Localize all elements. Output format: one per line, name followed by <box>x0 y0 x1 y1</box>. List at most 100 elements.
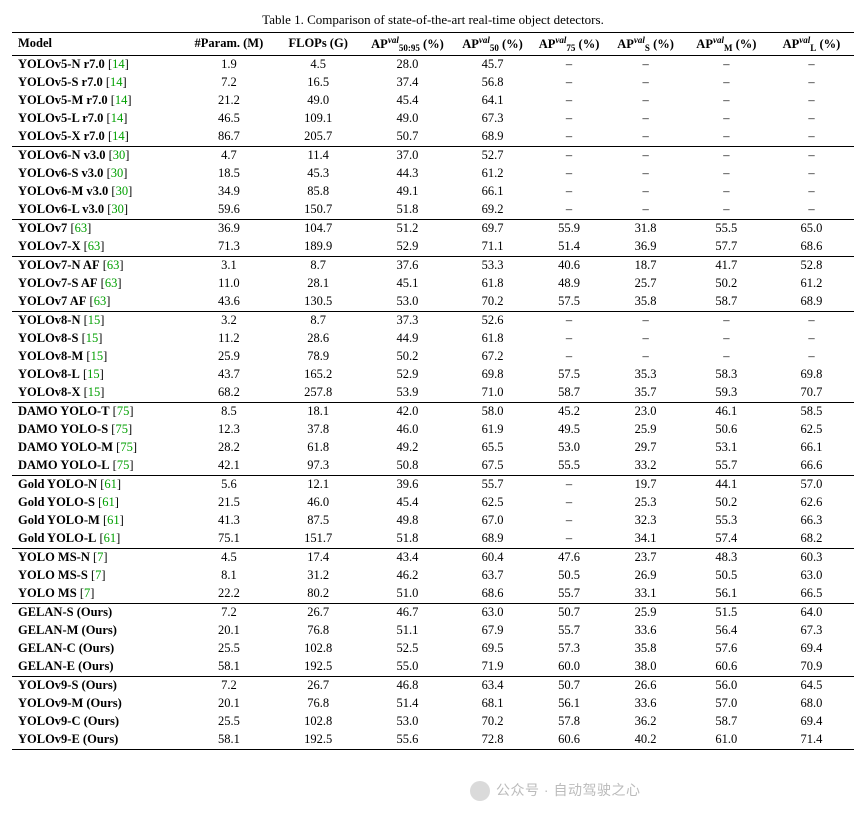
citation-ref[interactable]: 75 <box>120 440 133 454</box>
table-row: GELAN-S (Ours)7.226.746.763.050.725.951.… <box>12 603 854 622</box>
value-cell: 58.1 <box>182 731 276 750</box>
model-cell: YOLOv9-C (Ours) <box>12 713 182 731</box>
value-cell: 56.1 <box>684 585 769 604</box>
model-cell: YOLOv9-M (Ours) <box>12 695 182 713</box>
citation-ref[interactable]: 15 <box>91 349 104 363</box>
citation-ref[interactable]: 75 <box>115 422 128 436</box>
value-cell: 40.6 <box>531 256 608 275</box>
citation-ref[interactable]: 30 <box>116 184 129 198</box>
model-cell: YOLO MS [7] <box>12 585 182 604</box>
value-cell: – <box>531 128 608 147</box>
value-cell: 104.7 <box>276 219 361 238</box>
table-row: YOLOv6-M v3.0 [30]34.985.849.166.1–––– <box>12 183 854 201</box>
citation-ref[interactable]: 63 <box>105 276 118 290</box>
value-cell: 192.5 <box>276 658 361 677</box>
citation-ref[interactable]: 15 <box>88 385 101 399</box>
citation-ref[interactable]: 14 <box>111 111 124 125</box>
table-caption: Table 1. Comparison of state-of-the-art … <box>12 12 854 28</box>
citation-ref[interactable]: 63 <box>88 239 101 253</box>
table-row: GELAN-C (Ours)25.5102.852.569.557.335.85… <box>12 640 854 658</box>
value-cell: 11.4 <box>276 146 361 165</box>
model-cell: YOLOv5-M r7.0 [14] <box>12 92 182 110</box>
model-cell: Gold YOLO-M [61] <box>12 512 182 530</box>
value-cell: 69.7 <box>454 219 531 238</box>
value-cell: 51.5 <box>684 603 769 622</box>
citation-ref[interactable]: 14 <box>112 129 125 143</box>
value-cell: 71.1 <box>454 238 531 257</box>
table-row: YOLOv7-S AF [63]11.028.145.161.848.925.7… <box>12 275 854 293</box>
citation-ref[interactable]: 14 <box>112 57 125 71</box>
detector-comparison-table: Model#Param. (M)FLOPs (G)APval50:95 (%)A… <box>12 32 854 750</box>
value-cell: 50.7 <box>361 128 455 147</box>
table-row: YOLOv5-X r7.0 [14]86.7205.750.768.9–––– <box>12 128 854 147</box>
value-cell: 25.9 <box>607 421 684 439</box>
value-cell: 46.8 <box>361 676 455 695</box>
value-cell: 37.6 <box>361 256 455 275</box>
citation-ref[interactable]: 30 <box>113 148 126 162</box>
value-cell: 64.1 <box>454 92 531 110</box>
value-cell: – <box>769 201 854 220</box>
model-cell: YOLOv7-N AF [63] <box>12 256 182 275</box>
citation-ref[interactable]: 14 <box>110 75 123 89</box>
table-row: YOLOv6-N v3.0 [30]4.711.437.052.7–––– <box>12 146 854 165</box>
table-row: DAMO YOLO-L [75]42.197.350.867.555.533.2… <box>12 457 854 476</box>
citation-ref[interactable]: 7 <box>95 568 101 582</box>
value-cell: – <box>684 128 769 147</box>
value-cell: 50.2 <box>684 494 769 512</box>
value-cell: 62.5 <box>454 494 531 512</box>
citation-ref[interactable]: 30 <box>111 166 124 180</box>
value-cell: 35.8 <box>607 640 684 658</box>
value-cell: 57.6 <box>684 640 769 658</box>
value-cell: 37.3 <box>361 311 455 330</box>
citation-ref[interactable]: 61 <box>104 477 117 491</box>
value-cell: 57.7 <box>684 238 769 257</box>
model-cell: YOLOv5-L r7.0 [14] <box>12 110 182 128</box>
citation-ref[interactable]: 14 <box>115 93 128 107</box>
citation-ref[interactable]: 63 <box>107 258 120 272</box>
citation-ref[interactable]: 63 <box>94 294 107 308</box>
value-cell: 75.1 <box>182 530 276 549</box>
citation-ref[interactable]: 63 <box>75 221 88 235</box>
value-cell: 17.4 <box>276 548 361 567</box>
value-cell: 62.6 <box>769 494 854 512</box>
value-cell: 150.7 <box>276 201 361 220</box>
table-row: YOLOv8-L [15]43.7165.252.969.857.535.358… <box>12 366 854 384</box>
citation-ref[interactable]: 30 <box>111 202 124 216</box>
value-cell: – <box>531 201 608 220</box>
value-cell: – <box>769 92 854 110</box>
citation-ref[interactable]: 15 <box>86 331 99 345</box>
value-cell: 49.1 <box>361 183 455 201</box>
value-cell: 72.8 <box>454 731 531 750</box>
column-header: Model <box>12 33 182 56</box>
value-cell: 189.9 <box>276 238 361 257</box>
value-cell: 8.5 <box>182 402 276 421</box>
value-cell: – <box>531 530 608 549</box>
value-cell: 58.5 <box>769 402 854 421</box>
citation-ref[interactable]: 7 <box>97 550 103 564</box>
value-cell: 4.5 <box>276 55 361 74</box>
citation-ref[interactable]: 61 <box>102 495 115 509</box>
citation-ref[interactable]: 75 <box>117 458 130 472</box>
value-cell: 67.0 <box>454 512 531 530</box>
value-cell: 69.8 <box>454 366 531 384</box>
value-cell: – <box>531 146 608 165</box>
table-row: Gold YOLO-N [61]5.612.139.655.7–19.744.1… <box>12 475 854 494</box>
value-cell: 23.7 <box>607 548 684 567</box>
value-cell: 55.0 <box>361 658 455 677</box>
citation-ref[interactable]: 75 <box>117 404 130 418</box>
citation-ref[interactable]: 61 <box>107 513 120 527</box>
citation-ref[interactable]: 15 <box>88 313 101 327</box>
value-cell: – <box>607 92 684 110</box>
table-row: YOLOv9-C (Ours)25.5102.853.070.257.836.2… <box>12 713 854 731</box>
value-cell: 68.9 <box>454 530 531 549</box>
table-row: YOLOv9-M (Ours)20.176.851.468.156.133.65… <box>12 695 854 713</box>
value-cell: 66.1 <box>769 439 854 457</box>
citation-ref[interactable]: 61 <box>104 531 117 545</box>
table-row: YOLOv6-L v3.0 [30]59.6150.751.869.2–––– <box>12 201 854 220</box>
citation-ref[interactable]: 7 <box>84 586 90 600</box>
value-cell: 50.2 <box>684 275 769 293</box>
value-cell: 19.7 <box>607 475 684 494</box>
value-cell: 46.2 <box>361 567 455 585</box>
citation-ref[interactable]: 15 <box>87 367 100 381</box>
value-cell: 7.2 <box>182 74 276 92</box>
